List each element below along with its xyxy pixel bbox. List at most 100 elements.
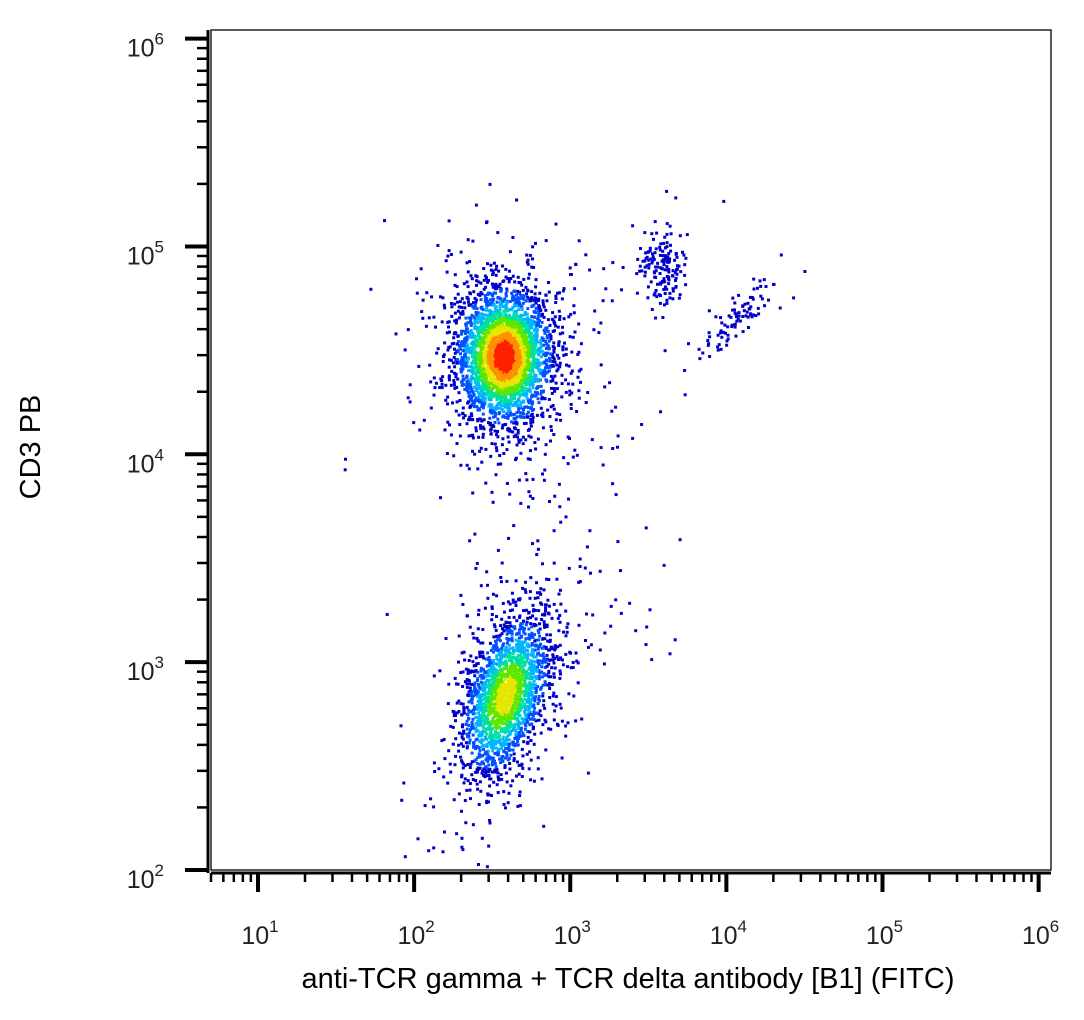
event-dot bbox=[494, 628, 498, 632]
event-dot bbox=[521, 766, 525, 770]
event-dot bbox=[514, 729, 518, 733]
event-dot bbox=[516, 366, 520, 370]
event-dot bbox=[461, 383, 465, 387]
event-dot bbox=[540, 344, 544, 348]
event-dot bbox=[529, 616, 532, 620]
event-dot bbox=[474, 359, 478, 363]
event-dot bbox=[466, 360, 470, 364]
event-dot bbox=[520, 358, 524, 362]
event-dot bbox=[466, 285, 470, 289]
event-dot bbox=[421, 298, 425, 302]
event-dot bbox=[480, 318, 484, 322]
event-dot bbox=[545, 664, 549, 668]
event-dot bbox=[471, 341, 475, 345]
event-dot bbox=[546, 329, 550, 333]
event-dot bbox=[461, 411, 465, 415]
event-dot bbox=[518, 359, 522, 362]
event-dot bbox=[517, 297, 521, 301]
event-dot bbox=[504, 336, 508, 340]
event-dot bbox=[447, 320, 451, 324]
event-dot bbox=[568, 650, 572, 654]
event-dot bbox=[513, 394, 516, 397]
event-dot bbox=[525, 365, 529, 369]
event-dot bbox=[525, 253, 529, 257]
event-dot bbox=[534, 285, 538, 289]
event-dot bbox=[526, 329, 530, 333]
event-dot bbox=[564, 390, 568, 394]
event-dot bbox=[533, 441, 537, 444]
event-dot bbox=[493, 406, 497, 410]
event-dot bbox=[471, 778, 475, 781]
event-dot bbox=[468, 625, 472, 629]
event-dot bbox=[480, 754, 484, 758]
event-dot bbox=[518, 623, 522, 627]
event-dot bbox=[474, 344, 478, 348]
event-dot bbox=[546, 611, 550, 615]
event-dot bbox=[515, 324, 519, 327]
event-dot bbox=[462, 364, 466, 368]
event-dot bbox=[524, 285, 528, 289]
event-dot bbox=[512, 679, 516, 683]
event-dot bbox=[504, 652, 508, 656]
event-dot bbox=[399, 724, 403, 728]
plot-frame bbox=[210, 29, 1052, 871]
event-dot bbox=[558, 669, 562, 673]
event-dot bbox=[584, 401, 588, 404]
event-dot bbox=[539, 642, 543, 646]
event-dot bbox=[529, 665, 533, 669]
event-dot bbox=[568, 437, 571, 440]
event-dot bbox=[483, 752, 487, 756]
event-dot bbox=[545, 366, 549, 369]
event-dot bbox=[561, 345, 565, 349]
event-dot bbox=[511, 325, 515, 329]
event-dot bbox=[544, 339, 548, 343]
event-dot bbox=[487, 345, 491, 348]
event-dot bbox=[531, 420, 535, 424]
event-dot bbox=[545, 299, 549, 303]
event-dot bbox=[545, 653, 549, 657]
event-dot bbox=[570, 350, 574, 354]
event-dot bbox=[536, 756, 540, 760]
event-dot bbox=[497, 421, 501, 425]
event-dot bbox=[518, 324, 522, 328]
event-dot bbox=[467, 659, 471, 662]
event-dot bbox=[500, 337, 504, 341]
event-dot bbox=[530, 337, 534, 341]
event-dot bbox=[507, 643, 511, 647]
event-dot bbox=[494, 379, 497, 382]
event-dot bbox=[502, 326, 506, 330]
event-dot bbox=[492, 365, 496, 369]
event-dot bbox=[527, 389, 531, 392]
event-dot bbox=[552, 387, 556, 390]
event-dot bbox=[482, 747, 485, 751]
event-dot bbox=[541, 337, 545, 341]
event-dot bbox=[467, 382, 471, 386]
event-dot bbox=[553, 360, 557, 364]
event-dot bbox=[537, 298, 540, 302]
event-dot bbox=[482, 773, 486, 777]
event-dot bbox=[524, 687, 528, 691]
event-dot bbox=[472, 684, 476, 688]
event-dot bbox=[610, 409, 614, 413]
event-dot bbox=[512, 435, 516, 439]
event-dot bbox=[528, 381, 532, 385]
event-dot bbox=[457, 634, 461, 638]
event-dot bbox=[496, 771, 500, 775]
event-dot bbox=[533, 712, 537, 715]
event-dot bbox=[512, 648, 516, 652]
event-dot bbox=[493, 696, 497, 700]
event-dot bbox=[571, 382, 575, 386]
event-dot bbox=[503, 682, 507, 686]
event-dot bbox=[475, 396, 479, 400]
event-dot bbox=[530, 652, 534, 656]
event-dot bbox=[540, 661, 544, 665]
event-dot bbox=[510, 673, 514, 677]
event-dot bbox=[498, 687, 502, 691]
event-dot bbox=[525, 392, 529, 396]
event-dot bbox=[498, 713, 502, 717]
event-dot bbox=[556, 291, 559, 295]
event-dot bbox=[553, 322, 557, 326]
event-dot bbox=[591, 613, 595, 617]
event-dot bbox=[482, 316, 486, 320]
event-dot bbox=[577, 396, 581, 400]
